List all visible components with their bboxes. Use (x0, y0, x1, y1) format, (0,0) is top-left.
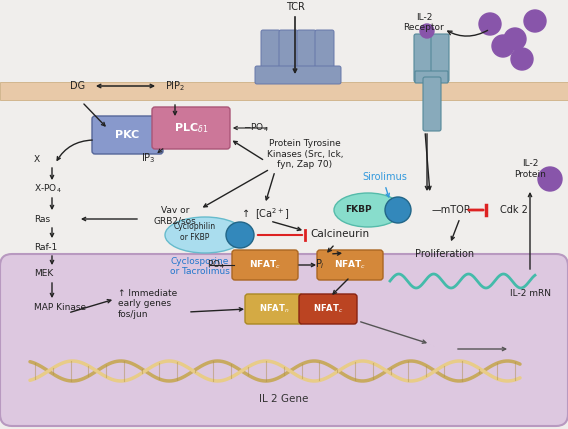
Text: PO$_4$: PO$_4$ (207, 259, 225, 271)
Text: Cdk 2: Cdk 2 (500, 205, 528, 215)
FancyBboxPatch shape (92, 116, 163, 154)
Text: X-PO$_4$: X-PO$_4$ (34, 183, 62, 195)
Text: IL-2
Protein: IL-2 Protein (514, 159, 546, 179)
Text: Sirolimus: Sirolimus (362, 172, 407, 182)
Text: NFAT$_c$: NFAT$_c$ (249, 259, 281, 271)
FancyBboxPatch shape (245, 294, 303, 324)
Circle shape (492, 35, 514, 57)
Text: Receptor: Receptor (404, 24, 444, 33)
FancyBboxPatch shape (315, 30, 334, 82)
Text: Raf-1: Raf-1 (34, 242, 57, 251)
Circle shape (511, 48, 533, 70)
Text: DG: DG (70, 81, 86, 91)
Text: FKBP: FKBP (345, 205, 371, 214)
Text: NFAT$_c$: NFAT$_c$ (313, 303, 343, 315)
Ellipse shape (226, 222, 254, 248)
FancyBboxPatch shape (431, 34, 449, 82)
Text: MEK: MEK (34, 269, 53, 278)
Text: P$_i$: P$_i$ (315, 257, 325, 271)
Circle shape (420, 24, 434, 38)
Text: PLC$_{\delta1}$: PLC$_{\delta1}$ (174, 121, 208, 135)
Text: IL 2 Gene: IL 2 Gene (260, 394, 308, 404)
Text: $\uparrow$ [Ca$^{2+}$]: $\uparrow$ [Ca$^{2+}$] (240, 206, 290, 222)
Circle shape (538, 167, 562, 191)
Text: —mTOR: —mTOR (432, 205, 471, 215)
Text: Calcineurin: Calcineurin (311, 229, 370, 239)
FancyBboxPatch shape (255, 66, 341, 84)
Text: IL-2: IL-2 (416, 12, 432, 21)
Text: Vav or
GRB2/sos: Vav or GRB2/sos (153, 206, 197, 226)
Text: PIP$_2$: PIP$_2$ (165, 79, 185, 93)
Bar (0, 82, 568, 100)
Text: Cyclophilin
or FKBP: Cyclophilin or FKBP (174, 222, 216, 242)
Text: Proliferation: Proliferation (415, 249, 474, 259)
FancyBboxPatch shape (317, 250, 383, 280)
FancyBboxPatch shape (0, 254, 568, 426)
Text: PKC: PKC (115, 130, 139, 140)
Circle shape (524, 10, 546, 32)
Ellipse shape (334, 193, 402, 227)
FancyBboxPatch shape (423, 77, 441, 131)
Text: ↑ Immediate
early genes
fos/jun: ↑ Immediate early genes fos/jun (118, 289, 177, 319)
Text: IP$_3$: IP$_3$ (141, 151, 155, 165)
Circle shape (479, 13, 501, 35)
Text: X: X (34, 154, 40, 163)
Circle shape (504, 28, 526, 50)
FancyBboxPatch shape (299, 294, 357, 324)
FancyBboxPatch shape (297, 30, 316, 82)
FancyBboxPatch shape (261, 30, 280, 82)
Text: IL-2 mRN: IL-2 mRN (510, 290, 551, 299)
FancyBboxPatch shape (414, 34, 432, 82)
FancyBboxPatch shape (415, 71, 448, 83)
FancyBboxPatch shape (152, 107, 230, 149)
Text: Protein Tyrosine
Kinases (Src, lck,
fyn, Zap 70): Protein Tyrosine Kinases (Src, lck, fyn,… (267, 139, 343, 169)
Text: MAP Kinase: MAP Kinase (34, 302, 86, 311)
FancyBboxPatch shape (232, 250, 298, 280)
Text: Cyclosporine
or Tacrolimus: Cyclosporine or Tacrolimus (170, 257, 230, 276)
Ellipse shape (165, 217, 245, 253)
Text: Ras: Ras (34, 214, 50, 224)
Text: TCR: TCR (286, 2, 304, 12)
Text: $-$PO$_4$: $-$PO$_4$ (243, 122, 269, 134)
Ellipse shape (385, 197, 411, 223)
Text: NFAT$_n$: NFAT$_n$ (259, 303, 289, 315)
FancyBboxPatch shape (279, 30, 298, 82)
Text: NFAT$_c$: NFAT$_c$ (334, 259, 366, 271)
